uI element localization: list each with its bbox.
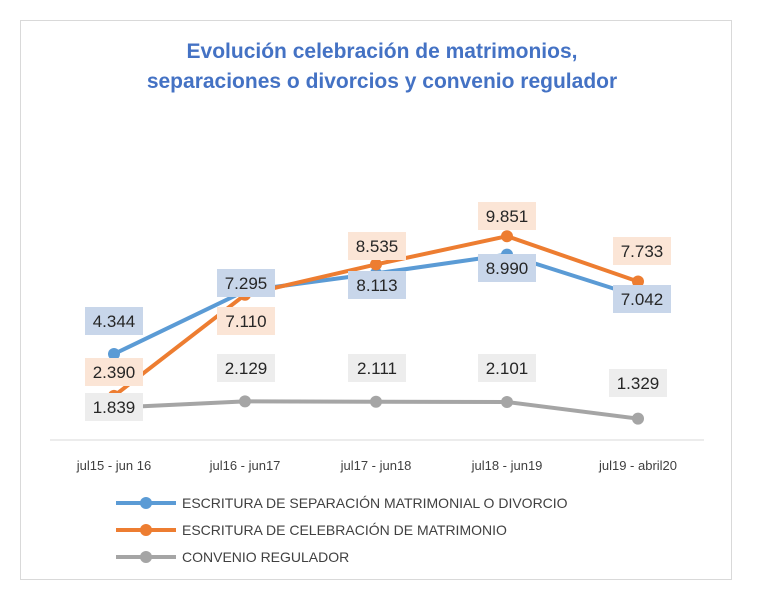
data-label-box [217, 269, 275, 297]
data-label-box [478, 354, 536, 382]
data-label: 2.101 [486, 359, 529, 378]
legend-entry: ESCRITURA DE SEPARACIÓN MATRIMONIAL O DI… [182, 495, 568, 511]
data-label: 7.295 [225, 274, 268, 293]
data-label: 2.111 [357, 359, 397, 378]
x-tick-label: jul18 - jun19 [471, 458, 543, 473]
data-label-box [85, 307, 143, 335]
legend-entry: ESCRITURA DE CELEBRACIÓN DE MATRIMONIO [182, 522, 507, 538]
data-point [108, 348, 120, 360]
x-tick-labels: jul15 - jun 16 jul16 - jun17 jul17 - jun18… [76, 458, 677, 473]
data-label-box [85, 358, 143, 386]
data-point [239, 395, 251, 408]
data-label: 4.344 [93, 312, 136, 331]
x-tick-label: jul19 - abril20 [598, 458, 677, 473]
x-tick-label: jul17 - jun18 [340, 458, 412, 473]
data-label-box [478, 254, 536, 282]
data-label-box [217, 307, 275, 335]
x-tick-label: jul15 - jun 16 [76, 458, 151, 473]
data-label: 8.990 [486, 259, 529, 278]
data-point [370, 258, 382, 271]
legend-entry: CONVENIO REGULADOR [182, 549, 349, 565]
data-label-box [613, 237, 671, 265]
data-point [370, 395, 382, 408]
data-labels: 4.344 7.295 8.113 8.990 7.042 2.390 7.110 8.535… [85, 202, 671, 421]
chart-title-line-1: Evolución celebración de matrimonios, [186, 40, 578, 63]
data-label-box [348, 232, 406, 260]
data-label: 1.329 [617, 374, 660, 393]
legend-marker [140, 551, 152, 563]
data-label-box [609, 369, 667, 397]
data-label: 2.129 [225, 359, 268, 378]
data-label: 2.390 [93, 363, 136, 382]
data-label-box [348, 354, 406, 382]
chart-title: Evolución celebración de matrimonios, se… [0, 37, 764, 97]
data-label: 1.839 [93, 398, 136, 417]
data-label: 8.535 [356, 237, 399, 256]
data-point [632, 412, 644, 425]
legend-marker [140, 497, 152, 509]
legend: ESCRITURA DE SEPARACIÓN MATRIMONIAL O DI… [116, 495, 568, 565]
data-label: 7.042 [621, 290, 664, 309]
data-label-box [348, 271, 406, 299]
chart-title-line-2: separaciones o divorcios y convenio regu… [146, 70, 618, 93]
data-label: 7.110 [225, 312, 266, 331]
data-point [501, 230, 513, 243]
data-label-box [478, 202, 536, 230]
legend-marker [140, 524, 152, 536]
data-label: 9.851 [486, 207, 529, 226]
x-tick-label: jul16 - jun17 [209, 458, 281, 473]
data-label-box [217, 354, 275, 382]
data-point [632, 275, 644, 288]
data-label: 8.113 [356, 276, 397, 295]
data-label: 7.733 [621, 242, 664, 261]
data-label-box [613, 285, 671, 313]
data-point [501, 396, 513, 408]
data-label-box [85, 393, 143, 421]
